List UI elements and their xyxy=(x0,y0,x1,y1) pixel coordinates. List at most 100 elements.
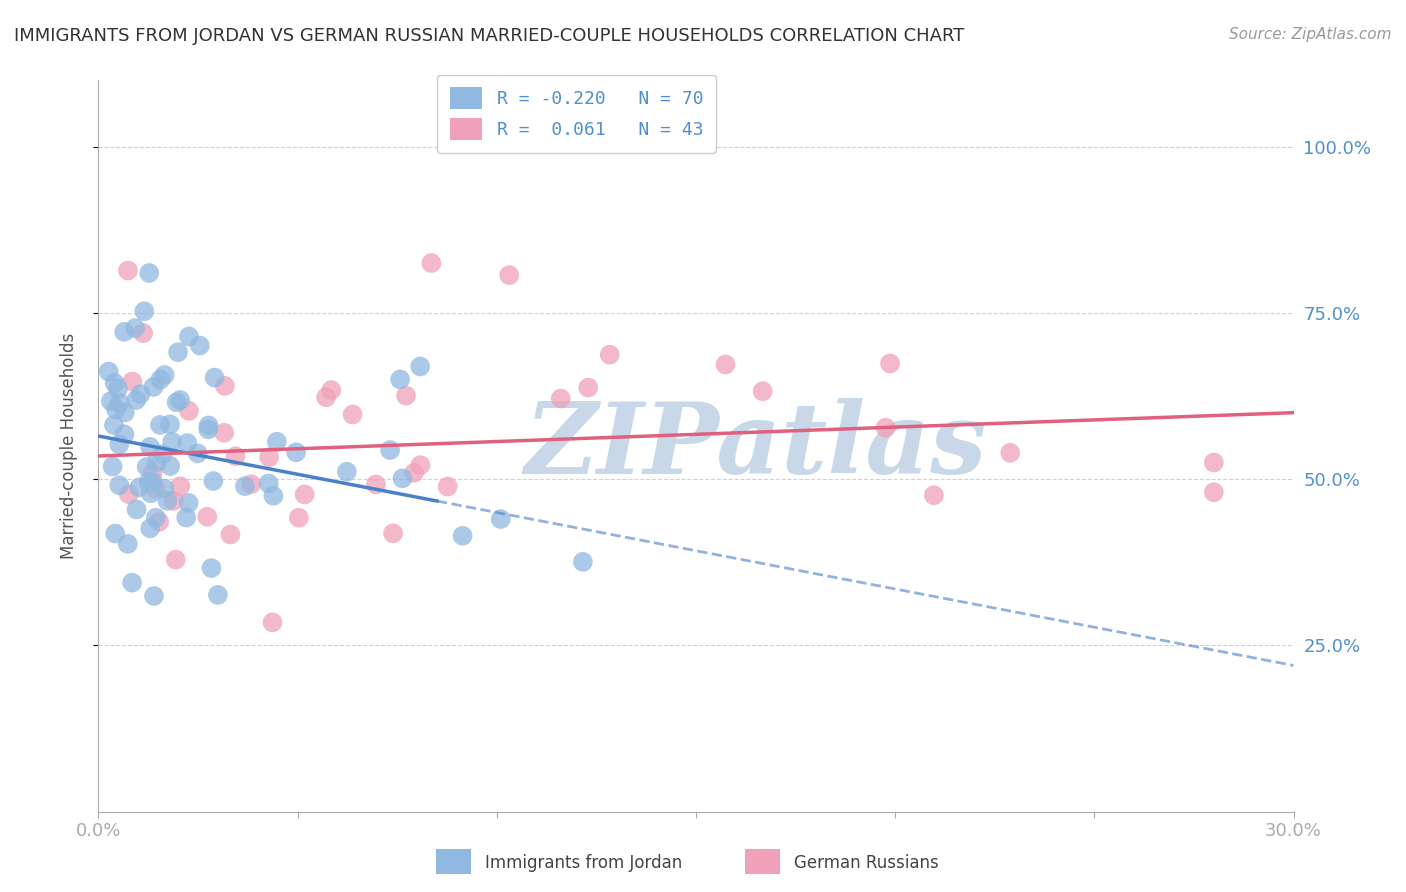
Point xyxy=(257,476,280,491)
Point xyxy=(108,478,131,492)
Point xyxy=(197,418,219,433)
Point xyxy=(1202,456,1225,470)
Point xyxy=(125,502,148,516)
Point xyxy=(152,447,174,461)
Point xyxy=(134,304,156,318)
Point xyxy=(257,450,280,464)
Point xyxy=(142,466,165,480)
Point xyxy=(389,372,412,386)
Point xyxy=(875,420,897,434)
Point xyxy=(149,372,172,386)
Point xyxy=(177,496,200,510)
Point xyxy=(202,474,225,488)
Point xyxy=(118,487,141,501)
Point xyxy=(240,477,263,491)
Point xyxy=(101,459,124,474)
Point xyxy=(121,575,143,590)
Point xyxy=(200,561,222,575)
Point xyxy=(197,422,219,436)
Point xyxy=(576,380,599,394)
Legend: R = -0.220   N = 70, R =  0.061   N = 43: R = -0.220 N = 70, R = 0.061 N = 43 xyxy=(437,75,716,153)
Point xyxy=(156,493,179,508)
Point xyxy=(97,365,120,379)
Text: German Russians: German Russians xyxy=(794,855,939,872)
Point xyxy=(143,482,166,496)
Point xyxy=(108,395,131,409)
Point xyxy=(266,434,288,449)
Point xyxy=(104,526,127,541)
Point xyxy=(169,392,191,407)
Point xyxy=(214,379,236,393)
Text: IMMIGRANTS FROM JORDAN VS GERMAN RUSSIAN MARRIED-COUPLE HOUSEHOLDS CORRELATION C: IMMIGRANTS FROM JORDAN VS GERMAN RUSSIAN… xyxy=(14,27,965,45)
Point xyxy=(262,489,284,503)
Point xyxy=(128,480,150,494)
Point xyxy=(138,475,160,489)
Point xyxy=(1202,485,1225,500)
Point xyxy=(129,387,152,401)
Point xyxy=(177,329,200,343)
Point xyxy=(436,479,458,493)
Point xyxy=(139,440,162,454)
Point xyxy=(174,510,197,524)
Text: ZIPatlas: ZIPatlas xyxy=(524,398,987,494)
Y-axis label: Married-couple Households: Married-couple Households xyxy=(59,333,77,559)
Point xyxy=(103,417,125,432)
Point xyxy=(124,321,146,335)
Point xyxy=(153,482,176,496)
Point xyxy=(187,446,209,460)
Point xyxy=(159,459,181,474)
Point xyxy=(142,380,165,394)
Point xyxy=(751,384,773,399)
Point xyxy=(451,529,474,543)
Point xyxy=(121,375,143,389)
Point xyxy=(166,395,188,409)
Point xyxy=(1000,446,1022,460)
Point xyxy=(285,445,308,459)
Point xyxy=(391,471,413,485)
Point xyxy=(204,370,226,384)
Point xyxy=(321,383,343,397)
Point xyxy=(112,427,135,442)
Point xyxy=(125,392,148,407)
Point xyxy=(103,376,125,390)
Point xyxy=(409,359,432,374)
Point xyxy=(599,348,621,362)
Point xyxy=(138,266,160,280)
Point xyxy=(409,458,432,472)
Point xyxy=(315,390,337,404)
Point xyxy=(489,512,512,526)
Point xyxy=(420,256,443,270)
Point xyxy=(117,263,139,277)
Point xyxy=(163,493,186,508)
Point xyxy=(165,552,187,566)
Point xyxy=(167,345,190,359)
Point xyxy=(112,325,135,339)
Point xyxy=(149,417,172,432)
Point xyxy=(404,466,426,480)
Point xyxy=(382,526,405,541)
Point xyxy=(225,449,247,463)
Point xyxy=(108,437,131,451)
Point xyxy=(364,477,387,491)
Point xyxy=(159,417,181,432)
Point xyxy=(342,408,364,422)
Point xyxy=(262,615,284,630)
Point xyxy=(107,382,129,396)
Point xyxy=(177,404,200,418)
Point xyxy=(922,488,945,502)
Point xyxy=(142,475,165,489)
Point xyxy=(714,358,737,372)
Point xyxy=(100,394,122,409)
Point xyxy=(139,521,162,535)
Point xyxy=(879,356,901,370)
Point xyxy=(288,510,311,524)
Point xyxy=(212,425,235,440)
Point xyxy=(395,389,418,403)
Point xyxy=(145,455,167,469)
Point xyxy=(176,436,198,450)
Point xyxy=(195,509,218,524)
Point xyxy=(219,527,242,541)
Point xyxy=(117,537,139,551)
Point xyxy=(336,465,359,479)
Point xyxy=(135,459,157,474)
